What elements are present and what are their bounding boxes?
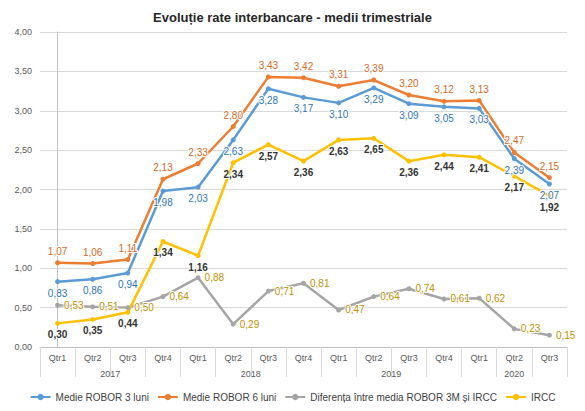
svg-text:0,61: 0,61 (451, 293, 471, 304)
svg-text:0,64: 0,64 (169, 291, 189, 302)
svg-text:Qtr4: Qtr4 (435, 353, 453, 363)
svg-text:0,83: 0,83 (48, 288, 68, 299)
svg-text:2,13: 2,13 (153, 162, 173, 173)
svg-text:0,29: 0,29 (240, 319, 260, 330)
svg-text:3,42: 3,42 (294, 61, 314, 72)
svg-text:2,44: 2,44 (434, 161, 454, 172)
svg-text:Qtr4: Qtr4 (154, 353, 172, 363)
svg-text:1,34: 1,34 (153, 247, 173, 258)
svg-text:1,00: 1,00 (14, 263, 32, 273)
svg-text:0,15: 0,15 (556, 330, 576, 341)
svg-text:2017: 2017 (100, 369, 120, 379)
svg-text:3,43: 3,43 (259, 60, 279, 71)
svg-text:2,63: 2,63 (223, 146, 243, 157)
svg-text:0,74: 0,74 (415, 283, 435, 294)
svg-text:3,28: 3,28 (259, 95, 279, 106)
svg-text:0,86: 0,86 (83, 285, 103, 296)
svg-text:0,00: 0,00 (14, 342, 32, 352)
svg-text:3,29: 3,29 (364, 94, 384, 105)
svg-text:2020: 2020 (504, 369, 524, 379)
svg-text:2,50: 2,50 (14, 145, 32, 155)
svg-text:3,31: 3,31 (329, 69, 349, 80)
svg-text:4,00: 4,00 (14, 27, 32, 37)
svg-text:0,64: 0,64 (380, 291, 400, 302)
svg-text:2,34: 2,34 (223, 169, 243, 180)
svg-text:1,98: 1,98 (153, 197, 173, 208)
svg-text:Qtr1: Qtr1 (49, 353, 67, 363)
svg-text:Qtr2: Qtr2 (506, 353, 524, 363)
svg-text:IRCC: IRCC (531, 392, 555, 403)
svg-text:2,00: 2,00 (14, 185, 32, 195)
svg-text:Qtr2: Qtr2 (84, 353, 102, 363)
svg-text:0,53: 0,53 (64, 300, 84, 311)
svg-text:0,47: 0,47 (345, 304, 365, 315)
svg-text:3,09: 3,09 (399, 110, 419, 121)
svg-text:3,39: 3,39 (364, 63, 384, 74)
svg-text:1,50: 1,50 (14, 224, 32, 234)
svg-text:3,13: 3,13 (469, 84, 489, 95)
svg-text:2,47: 2,47 (505, 135, 525, 146)
svg-text:1,11: 1,11 (118, 243, 137, 254)
svg-text:0,23: 0,23 (521, 323, 541, 334)
svg-text:2,36: 2,36 (399, 167, 419, 178)
svg-text:2,57: 2,57 (259, 151, 279, 162)
svg-text:0,94: 0,94 (118, 279, 138, 290)
svg-text:3,17: 3,17 (294, 103, 314, 114)
svg-text:2,03: 2,03 (188, 193, 208, 204)
svg-text:0,71: 0,71 (275, 286, 295, 297)
svg-text:Qtr1: Qtr1 (470, 353, 488, 363)
svg-text:Qtr1: Qtr1 (189, 353, 207, 363)
svg-text:2,41: 2,41 (469, 163, 489, 174)
svg-text:2,39: 2,39 (505, 165, 525, 176)
svg-text:3,50: 3,50 (14, 66, 32, 76)
svg-text:0,30: 0,30 (48, 329, 68, 340)
svg-text:Qtr4: Qtr4 (295, 353, 313, 363)
svg-text:2,36: 2,36 (294, 167, 314, 178)
svg-text:Qtr3: Qtr3 (260, 353, 278, 363)
svg-text:3,00: 3,00 (14, 106, 32, 116)
svg-text:1,16: 1,16 (188, 262, 208, 273)
svg-text:1,92: 1,92 (540, 202, 560, 213)
svg-text:Qtr1: Qtr1 (330, 353, 348, 363)
svg-text:2,17: 2,17 (505, 182, 525, 193)
svg-text:3,03: 3,03 (469, 114, 489, 125)
svg-text:Qtr3: Qtr3 (119, 353, 137, 363)
svg-text:0,50: 0,50 (134, 302, 154, 313)
svg-text:0,62: 0,62 (486, 293, 506, 304)
svg-text:2,33: 2,33 (188, 147, 208, 158)
svg-text:0,88: 0,88 (205, 272, 225, 283)
svg-text:2018: 2018 (241, 369, 261, 379)
svg-text:2019: 2019 (381, 369, 401, 379)
svg-text:2,07: 2,07 (540, 190, 560, 201)
svg-text:Qtr2: Qtr2 (365, 353, 383, 363)
svg-text:3,12: 3,12 (434, 84, 454, 95)
svg-text:3,20: 3,20 (399, 78, 419, 89)
svg-text:2,80: 2,80 (223, 110, 243, 121)
svg-text:3,05: 3,05 (434, 113, 454, 124)
svg-text:2,63: 2,63 (329, 146, 349, 157)
svg-text:1,06: 1,06 (83, 247, 103, 258)
svg-text:Medie ROBOR 3 luni: Medie ROBOR 3 luni (56, 392, 149, 403)
svg-text:Evoluție rate interbancare - m: Evoluție rate interbancare - medii trime… (153, 10, 432, 25)
svg-text:1,07: 1,07 (48, 246, 68, 257)
svg-text:Medie ROBOR 6 luni: Medie ROBOR 6 luni (183, 392, 276, 403)
svg-text:2,15: 2,15 (540, 161, 560, 172)
svg-text:0,44: 0,44 (118, 318, 138, 329)
svg-text:3,10: 3,10 (329, 109, 349, 120)
svg-text:Qtr3: Qtr3 (541, 353, 559, 363)
svg-text:2,65: 2,65 (364, 144, 384, 155)
svg-text:Qtr3: Qtr3 (400, 353, 418, 363)
svg-text:0,35: 0,35 (83, 325, 103, 336)
svg-text:Diferența între media ROBOR 3M: Diferența între media ROBOR 3M și IRCC (310, 392, 497, 403)
svg-text:0,51: 0,51 (99, 301, 119, 312)
svg-text:0,81: 0,81 (310, 278, 330, 289)
svg-text:Qtr2: Qtr2 (224, 353, 242, 363)
svg-text:0,50: 0,50 (14, 303, 32, 313)
